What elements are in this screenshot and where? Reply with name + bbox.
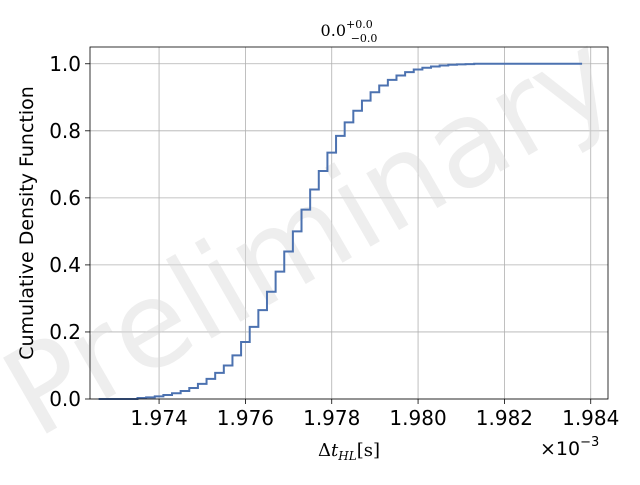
chart-title: 0.0+0.0 −0.0 <box>321 18 378 45</box>
x-tick-label: 1.984 <box>562 406 619 430</box>
y-axis-label: Cumulative Density Function <box>16 86 38 360</box>
plot-frame <box>89 46 609 400</box>
cdf-series-line <box>98 62 583 400</box>
y-tick-label: 0.6 <box>49 186 81 210</box>
y-axis-ticks: 0.0 0.2 0.4 0.6 0.8 1.0 <box>49 52 90 411</box>
xlabel-variable: t <box>331 440 339 461</box>
offset-base: 10 <box>556 438 580 460</box>
x-tick-label: 1.976 <box>217 406 274 430</box>
xlabel-delta: Δ <box>318 440 331 461</box>
title-base: 0.0 <box>321 21 346 40</box>
offset-times: × <box>540 438 556 460</box>
xlabel-unit: [s] <box>357 440 380 461</box>
title-superscript: +0.0 <box>346 18 373 31</box>
xlabel-subscript: HL <box>337 449 356 463</box>
y-tick-label: 0.8 <box>49 119 81 143</box>
title-subscript: −0.0 <box>351 32 378 45</box>
x-axis-offset-text: ×10−3 <box>540 435 599 460</box>
y-tick-label: 0.2 <box>49 320 81 344</box>
offset-exponent: −3 <box>580 435 599 450</box>
y-tick-label: 0.4 <box>49 253 81 277</box>
x-tick-label: 1.978 <box>303 406 360 430</box>
x-tick-label: 1.980 <box>389 406 446 430</box>
x-tick-label: 1.974 <box>130 406 187 430</box>
plot-area <box>90 47 608 399</box>
y-tick-label: 0.0 <box>49 387 81 411</box>
x-axis-ticks: 1.974 1.976 1.978 1.980 1.982 1.984 <box>130 399 619 430</box>
y-tick-label: 1.0 <box>49 52 81 76</box>
x-axis-label: ΔtHL[s] <box>318 440 380 463</box>
x-tick-label: 1.982 <box>476 406 533 430</box>
